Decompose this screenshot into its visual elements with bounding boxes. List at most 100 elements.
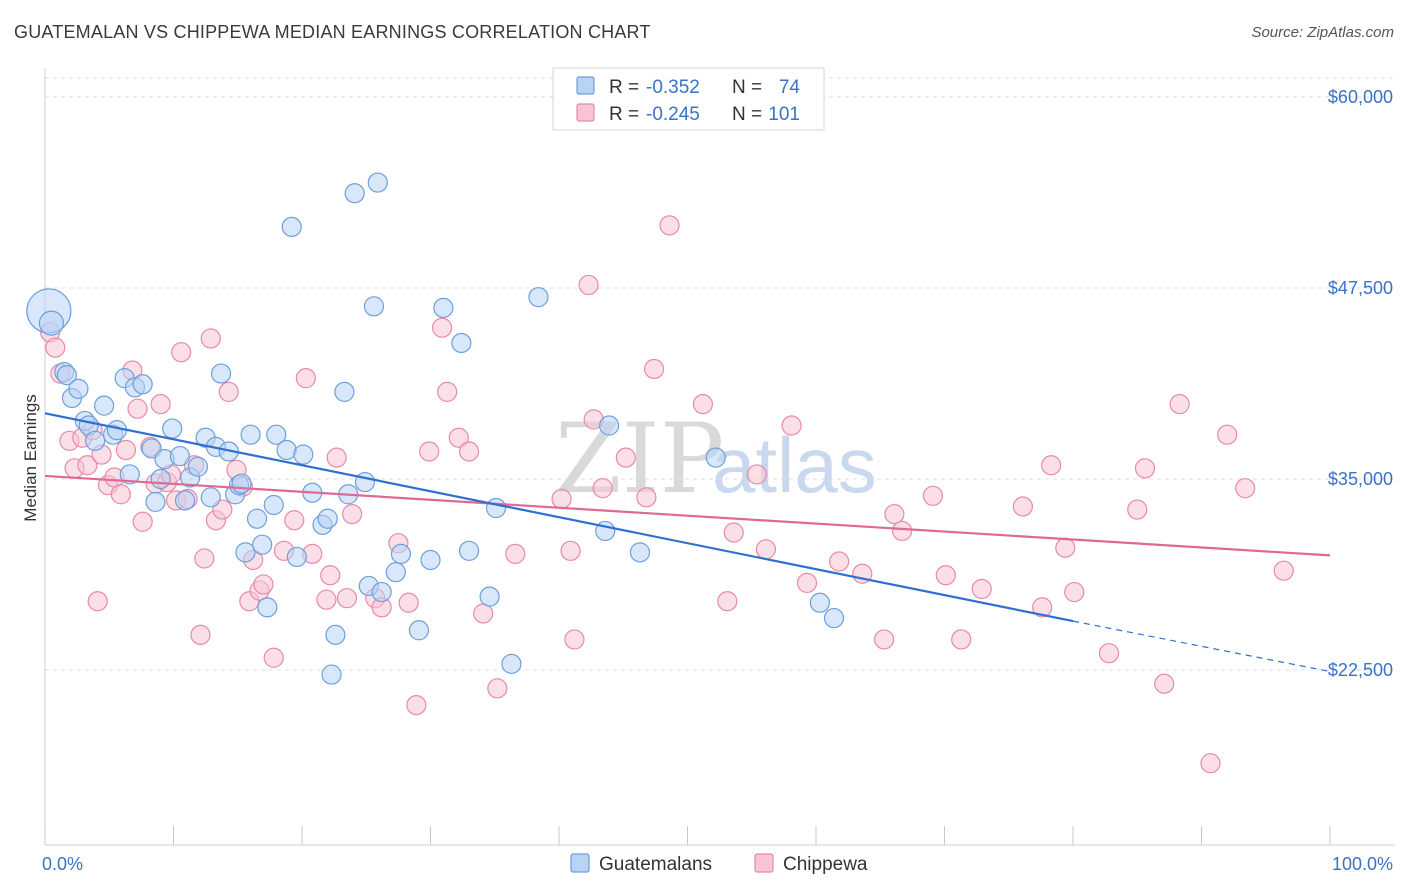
chippewa-point — [971, 578, 992, 600]
guatemalans-point — [200, 487, 221, 508]
stats-legend: R = -0.352 N = 74 R = -0.245 N = 101 — [552, 67, 825, 131]
y-tick-label: $22,500 — [1328, 660, 1393, 680]
guatemalans-point — [458, 540, 480, 561]
chippewa-point — [320, 565, 341, 586]
chippewa-point — [717, 591, 738, 612]
chippewa-point — [796, 572, 818, 594]
chippewa-point — [551, 488, 572, 509]
chippewa-point — [419, 441, 440, 462]
chippewa-point — [1235, 478, 1256, 499]
stats-n-label-guatemalans: N = — [732, 77, 762, 98]
y-axis-title: Median Earnings — [21, 394, 40, 522]
chippewa-point — [1012, 496, 1033, 517]
guatemalans-point — [479, 586, 500, 607]
chippewa-point — [487, 678, 508, 699]
guatemalans-point — [363, 296, 385, 317]
chippewa-point — [1169, 394, 1190, 415]
chippewa-point — [45, 337, 66, 358]
chippewa-point — [564, 629, 585, 650]
chippewa-point — [473, 603, 494, 624]
guatemalans-point — [321, 664, 342, 685]
guatemalans-point — [257, 597, 278, 618]
guatemalans-point — [451, 332, 472, 354]
stats-r-label-chippewa: R = — [609, 104, 639, 125]
chippewa-point — [336, 588, 358, 609]
chippewa-point — [746, 464, 767, 485]
chippewa-point — [1127, 499, 1148, 520]
chippewa-point — [692, 394, 714, 415]
chippewa-point — [263, 647, 284, 668]
chippewa-point — [110, 484, 131, 505]
chart-title: GUATEMALAN VS CHIPPEWA MEDIAN EARNINGS C… — [14, 22, 651, 42]
chart-source: Source: ZipAtlas.com — [1251, 24, 1394, 41]
chippewa-point — [1032, 597, 1053, 618]
guatemalans-point — [420, 549, 441, 571]
trendlines — [44, 412, 1331, 673]
guatemalans-point — [823, 607, 845, 629]
chippewa-point — [643, 358, 665, 380]
guatemalans-point — [390, 543, 412, 564]
guatemalans-point — [119, 464, 140, 485]
y-tick-label: $35,000 — [1328, 469, 1393, 489]
stats-swatch-guatemalans — [576, 76, 595, 95]
chippewa-point — [437, 381, 458, 403]
stats-n-value-chippewa: 101 — [768, 104, 800, 125]
guatemalans-point — [371, 581, 392, 603]
guatemalans-point — [235, 542, 256, 563]
y-tick-label: $60,000 — [1328, 87, 1393, 107]
guatemalans-point — [599, 415, 620, 436]
guatemalans-point — [266, 424, 287, 445]
chippewa-point — [150, 394, 171, 415]
chippewa-point — [781, 415, 802, 436]
chippewa-point — [458, 441, 480, 462]
guatemalans-point — [501, 653, 522, 674]
guatemalans-point — [240, 424, 261, 445]
chippewa-point — [431, 317, 453, 338]
chippewa-point — [115, 439, 137, 461]
guatemalans-point — [162, 418, 183, 439]
stats-r-label-guatemalans: R = — [609, 77, 639, 98]
legend-swatch-guatemalans — [570, 853, 590, 873]
chippewa-point — [1200, 753, 1221, 774]
x-axis-ticks — [44, 826, 1331, 845]
chippewa-point — [87, 591, 108, 612]
chippewa-point — [1041, 455, 1062, 476]
guatemalans-point — [293, 444, 314, 465]
guatemalans-point — [528, 287, 549, 308]
chippewa-point — [218, 381, 239, 403]
guatemalans-point — [344, 183, 365, 204]
chippewa-point — [1154, 673, 1175, 694]
guatemalans-point — [68, 378, 89, 399]
chippewa-point — [1064, 581, 1085, 603]
guatemalans-point — [276, 439, 297, 461]
guatemalans-point — [367, 172, 388, 193]
chippewa-point — [316, 589, 337, 610]
x-tick-label-max: 100.0% — [1332, 854, 1393, 874]
chippewa-point — [659, 215, 680, 236]
guatemalans-point — [408, 620, 430, 641]
chippewa-point — [200, 328, 221, 349]
chippewa-point — [326, 447, 347, 468]
stats-n-value-guatemalans: 74 — [779, 77, 801, 98]
guatemalans-point — [56, 364, 77, 386]
stats-r-value-chippewa: -0.245 — [646, 104, 700, 125]
chippewa-point — [874, 629, 895, 650]
legend-label-chippewa: Chippewa — [783, 854, 868, 875]
stats-n-label-chippewa: N = — [732, 104, 762, 125]
guatemalans-point — [485, 497, 507, 519]
chippewa-point — [253, 574, 274, 595]
y-axis-tick-labels: $22,500 $35,000 $47,500 $60,000 — [1328, 87, 1393, 680]
chippewa-point — [190, 624, 211, 645]
guatemalans-point — [317, 508, 338, 529]
chippewa-point — [77, 455, 98, 476]
chippewa-point — [448, 427, 469, 448]
guatemalans-point — [334, 381, 355, 403]
legend-label-guatemalans: Guatemalans — [599, 854, 712, 875]
guatemalans-point — [169, 445, 191, 467]
chippewa-point — [132, 511, 153, 532]
guatemalans-point — [85, 430, 106, 451]
guatemalans-point — [252, 534, 273, 555]
gridlines — [45, 77, 1395, 671]
chippewa-point — [212, 499, 233, 520]
